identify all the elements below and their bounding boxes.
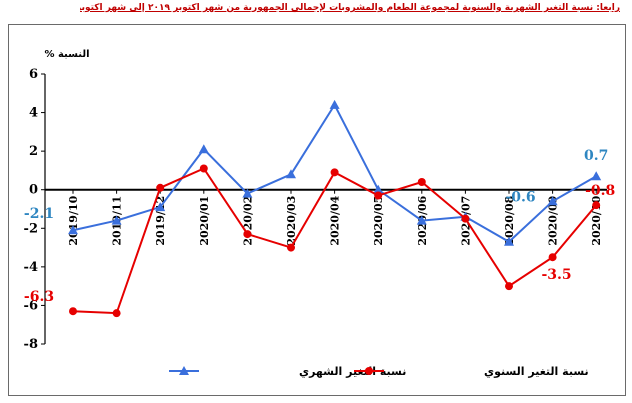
data-point-triangle xyxy=(111,215,122,225)
data-point-triangle xyxy=(155,202,166,212)
series-layer xyxy=(68,99,602,318)
data-label: -3.5 xyxy=(542,267,572,283)
y-tick-label: 6 xyxy=(29,67,38,82)
legend-item: نسبة التغير السنوي xyxy=(354,365,589,378)
x-tick-label: 2020/03 xyxy=(285,196,298,246)
legend-label: نسبة التغير الشهري xyxy=(299,365,406,378)
y-tick-label: -2 xyxy=(24,221,38,236)
x-tick-label: 2020/05 xyxy=(372,196,385,246)
page-title: رابعاً: نسبة التغير الشهرية والسنوية لمج… xyxy=(80,3,620,13)
y-tick-label: 2 xyxy=(29,144,38,159)
series-1 xyxy=(69,164,601,318)
data-point-triangle xyxy=(591,171,602,181)
data-point-circle xyxy=(330,168,339,177)
data-point-circle xyxy=(592,201,601,210)
data-point-triangle xyxy=(373,184,384,194)
y-tick-label: 4 xyxy=(29,106,38,121)
data-point-circle xyxy=(505,282,513,291)
data-label: 0.7 xyxy=(584,148,608,164)
data-point-triangle xyxy=(547,196,558,206)
x-tick-label: 2020/01 xyxy=(198,196,211,246)
data-point-triangle xyxy=(198,144,209,154)
data-point-circle xyxy=(156,183,165,192)
legend-marker-circle xyxy=(365,367,373,375)
data-label: -2.1 xyxy=(24,206,54,222)
data-label: -6.3 xyxy=(24,289,54,305)
legend-item: نسبة التغير الشهري xyxy=(169,365,406,378)
data-point-triangle xyxy=(286,169,296,179)
axes xyxy=(44,74,607,344)
data-point-circle xyxy=(69,307,77,316)
data-point-circle xyxy=(461,214,470,223)
y-tick-label: 0 xyxy=(29,183,38,198)
data-point-circle xyxy=(243,230,252,239)
data-label: -0.8 xyxy=(585,183,615,199)
data-point-circle xyxy=(374,191,383,200)
x-tick-label: 2020/04 xyxy=(329,195,342,245)
data-point-circle xyxy=(199,164,208,173)
data-point-circle xyxy=(548,253,557,262)
data-point-circle xyxy=(417,178,426,186)
data-point-triangle xyxy=(68,225,78,235)
y-tick-label: -4 xyxy=(24,260,38,275)
data-point-triangle xyxy=(504,236,514,246)
data-point-circle xyxy=(112,309,121,318)
x-tick-label: 2019/10 xyxy=(67,195,80,245)
series-0 xyxy=(68,99,602,246)
data-point-circle xyxy=(287,243,295,252)
data-labels: -2.1 0.7 -0.6 -6.3 -3.5 -0.8 xyxy=(24,148,615,305)
legend-label: نسبة التغير السنوي xyxy=(484,365,589,378)
data-label: -0.6 xyxy=(506,189,536,205)
legend-marker-triangle xyxy=(179,366,189,375)
data-point-triangle xyxy=(242,188,253,198)
y-tick-label: -6 xyxy=(24,298,38,313)
y-ticks: 6 4 2 0 -2 -4 -6 -8 xyxy=(24,67,45,352)
data-point-triangle xyxy=(329,99,340,109)
x-tick-label: 2020/02 xyxy=(241,196,254,246)
legend: نسبة التغير الشهري نسبة التغير السنوي xyxy=(169,365,589,378)
y-tick-label: -8 xyxy=(24,337,38,352)
x-tick-label: 2020/09 xyxy=(547,196,560,246)
data-point-triangle xyxy=(416,215,427,225)
x-tick-label: 2020/08 xyxy=(503,195,516,245)
y-axis-label: النسبة % xyxy=(44,49,89,60)
